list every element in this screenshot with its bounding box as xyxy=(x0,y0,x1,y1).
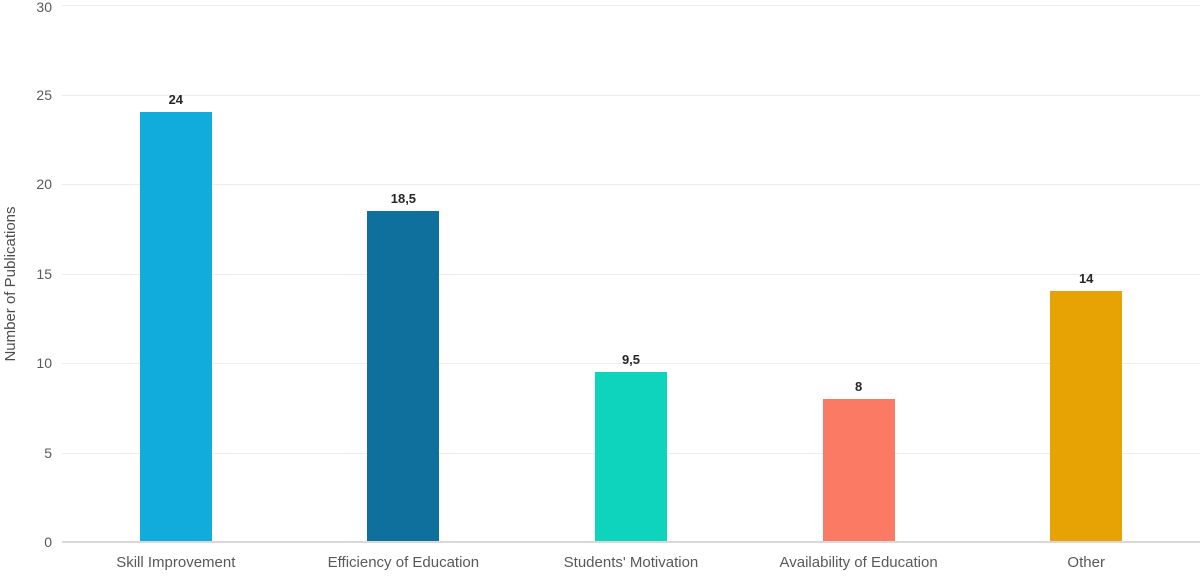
bar xyxy=(367,210,440,541)
gridline xyxy=(62,184,1200,185)
x-category-label: Availability of Education xyxy=(779,554,938,571)
y-tick-label: 30 xyxy=(36,0,52,15)
x-category-label: Other xyxy=(1067,554,1105,571)
gridline xyxy=(62,5,1200,6)
bar-value-label: 8 xyxy=(854,378,863,394)
y-tick-label: 10 xyxy=(36,355,52,371)
x-category-label: Skill Improvement xyxy=(116,554,236,571)
y-tick-label: 15 xyxy=(36,265,52,282)
bar xyxy=(1050,291,1123,541)
bar xyxy=(139,112,212,541)
x-category-label: Efficiency of Education xyxy=(327,554,480,571)
y-tick-label: 20 xyxy=(36,176,52,192)
gridline xyxy=(62,273,1200,275)
bar-value-label: 24 xyxy=(168,92,184,108)
y-tick-label: 5 xyxy=(44,444,52,461)
y-tick-label: 0 xyxy=(44,534,52,550)
y-tick-label: 25 xyxy=(36,86,52,103)
bar xyxy=(822,398,895,541)
bar-value-label: 18,5 xyxy=(390,190,417,206)
gridline xyxy=(62,94,1200,96)
x-category-label: Students' Motivation xyxy=(563,554,699,571)
bar-value-label: 14 xyxy=(1078,271,1094,287)
gridline xyxy=(62,363,1200,364)
bar-value-label: 9,5 xyxy=(621,351,641,367)
x-axis-line xyxy=(62,541,1200,543)
bar xyxy=(595,371,667,541)
